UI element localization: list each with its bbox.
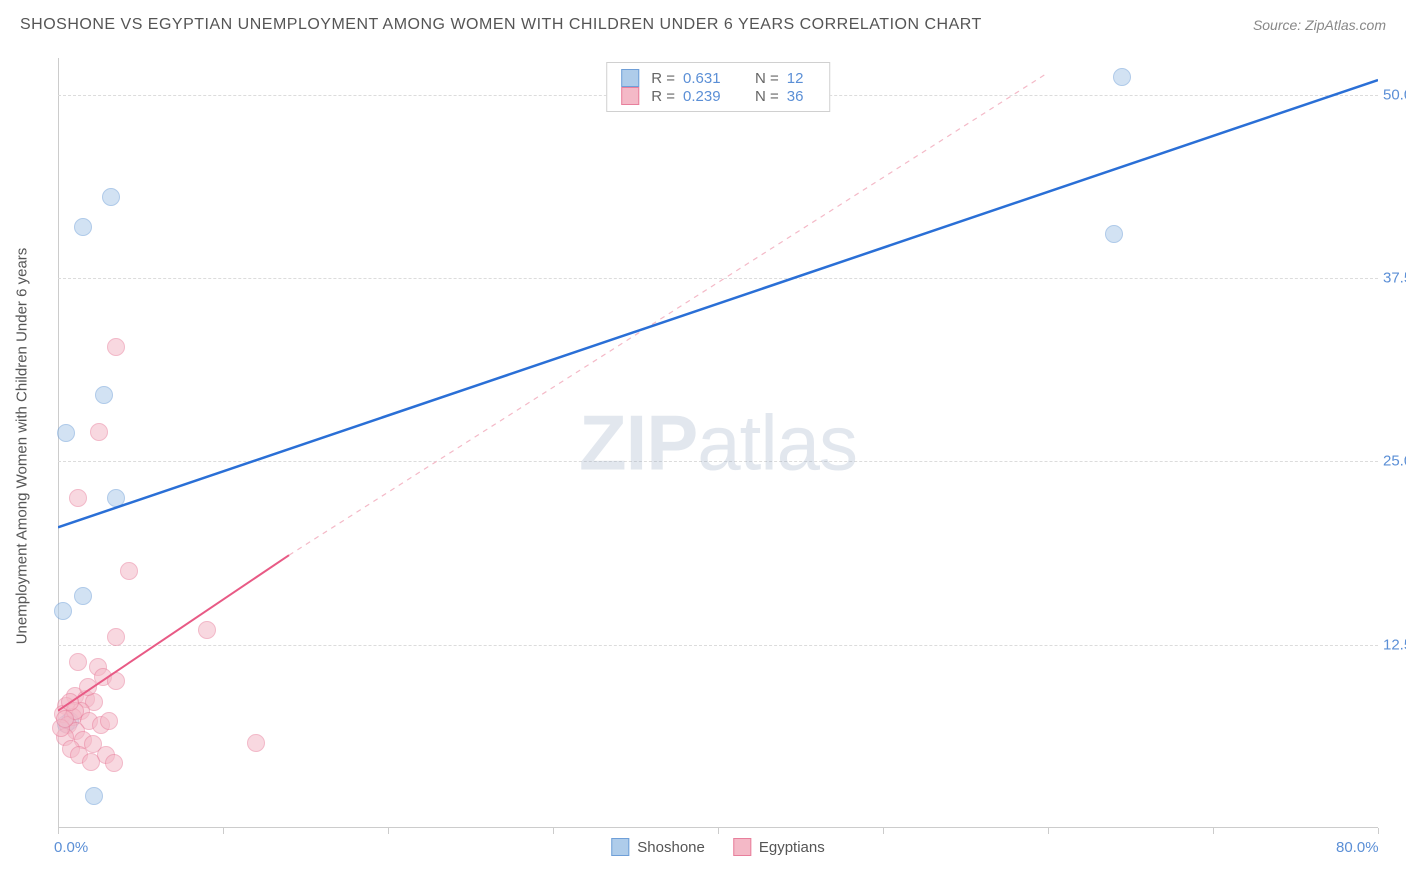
data-point xyxy=(105,754,123,772)
correlation-legend: R = 0.631 N = 12 R = 0.239 N = 36 xyxy=(606,62,830,112)
n-value-egyptians: 36 xyxy=(787,88,815,105)
chart-title: SHOSHONE VS EGYPTIAN UNEMPLOYMENT AMONG … xyxy=(20,16,982,34)
x-tick-label: 80.0% xyxy=(1336,839,1379,856)
data-point xyxy=(74,587,92,605)
y-tick-label: 37.5% xyxy=(1383,270,1406,287)
data-point xyxy=(61,693,79,711)
x-tick xyxy=(1048,828,1049,834)
legend-item-egyptians: Egyptians xyxy=(733,838,825,856)
data-point xyxy=(57,424,75,442)
data-point xyxy=(1113,68,1131,86)
series-legend: Shoshone Egyptians xyxy=(611,838,824,856)
x-tick xyxy=(58,828,59,834)
r-label: R = xyxy=(651,70,675,87)
x-tick xyxy=(1213,828,1214,834)
watermark: ZIPatlas xyxy=(579,398,857,489)
x-tick xyxy=(1378,828,1379,834)
data-point xyxy=(82,753,100,771)
data-point xyxy=(69,653,87,671)
data-point xyxy=(95,386,113,404)
legend-row-shoshone: R = 0.631 N = 12 xyxy=(621,69,815,87)
y-tick-label: 50.0% xyxy=(1383,86,1406,103)
data-point xyxy=(107,628,125,646)
chart-header: SHOSHONE VS EGYPTIAN UNEMPLOYMENT AMONG … xyxy=(20,16,1386,34)
x-tick xyxy=(883,828,884,834)
y-tick-label: 25.0% xyxy=(1383,453,1406,470)
x-tick xyxy=(718,828,719,834)
y-tick-label: 12.5% xyxy=(1383,636,1406,653)
legend-label: Shoshone xyxy=(637,839,705,856)
gridline xyxy=(58,461,1378,462)
data-point xyxy=(90,423,108,441)
data-point xyxy=(100,712,118,730)
data-point xyxy=(107,489,125,507)
trend-lines xyxy=(58,58,1378,828)
swatch-egyptians xyxy=(621,87,639,105)
gridline xyxy=(58,278,1378,279)
data-point xyxy=(1105,225,1123,243)
n-label: N = xyxy=(755,88,779,105)
chart-plot-area: ZIPatlas 12.5%25.0%37.5%50.0%0.0%80.0% R… xyxy=(58,58,1378,828)
r-value-egyptians: 0.239 xyxy=(683,88,735,105)
data-point xyxy=(79,678,97,696)
data-point xyxy=(85,787,103,805)
legend-label: Egyptians xyxy=(759,839,825,856)
data-point xyxy=(247,734,265,752)
n-label: N = xyxy=(755,70,779,87)
y-axis-label: Unemployment Among Women with Children U… xyxy=(14,248,31,645)
x-tick xyxy=(223,828,224,834)
legend-row-egyptians: R = 0.239 N = 36 xyxy=(621,87,815,105)
swatch-shoshone xyxy=(621,69,639,87)
n-value-shoshone: 12 xyxy=(787,70,815,87)
swatch-shoshone xyxy=(611,838,629,856)
r-value-shoshone: 0.631 xyxy=(683,70,735,87)
x-tick xyxy=(388,828,389,834)
data-point xyxy=(69,489,87,507)
data-point xyxy=(120,562,138,580)
data-point xyxy=(56,710,74,728)
chart-source: Source: ZipAtlas.com xyxy=(1253,17,1386,33)
r-label: R = xyxy=(651,88,675,105)
data-point xyxy=(102,188,120,206)
data-point xyxy=(107,338,125,356)
data-point xyxy=(198,621,216,639)
x-tick xyxy=(553,828,554,834)
swatch-egyptians xyxy=(733,838,751,856)
x-tick-label: 0.0% xyxy=(54,839,88,856)
data-point xyxy=(54,602,72,620)
legend-item-shoshone: Shoshone xyxy=(611,838,705,856)
data-point xyxy=(74,218,92,236)
gridline xyxy=(58,645,1378,646)
data-point xyxy=(107,672,125,690)
